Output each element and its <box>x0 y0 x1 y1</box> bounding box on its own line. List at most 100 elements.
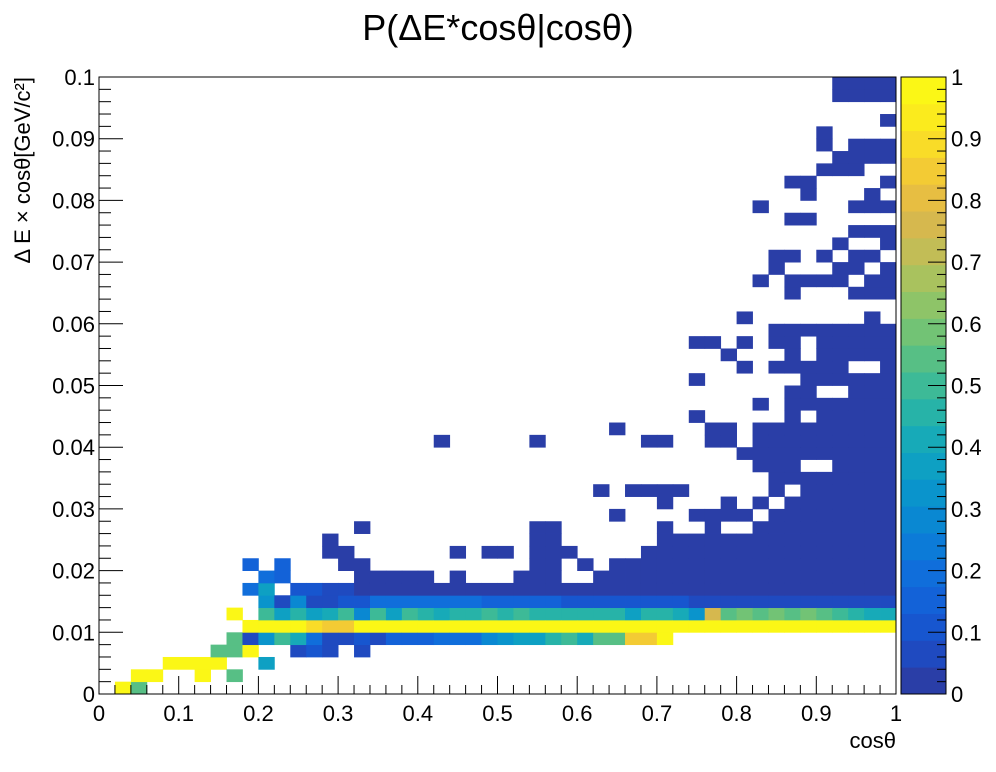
heatmap-cell <box>768 262 785 275</box>
heatmap-cell <box>880 77 897 90</box>
heatmap-cell <box>768 434 785 448</box>
heatmap-cell <box>449 619 467 633</box>
heatmap-cell <box>433 595 451 609</box>
heatmap-cell <box>768 582 785 596</box>
heatmap-cell <box>848 619 865 633</box>
heatmap-cell <box>880 138 897 152</box>
color-scale-segment <box>901 184 946 212</box>
heatmap-cell <box>672 570 690 584</box>
heatmap-cell <box>609 595 626 609</box>
color-scale-segment <box>901 318 946 346</box>
heatmap-cell <box>497 619 514 633</box>
color-scale-bar <box>900 76 947 695</box>
heatmap-cell <box>816 336 833 349</box>
y-tick-label: 0.03 <box>52 497 95 522</box>
heatmap-cell <box>529 558 546 571</box>
heatmap-cell <box>736 447 753 460</box>
heatmap-cell <box>306 595 323 609</box>
heatmap-cell <box>561 619 578 633</box>
heatmap-cell <box>210 656 227 670</box>
heatmap-cell <box>816 274 833 288</box>
heatmap-cell <box>354 619 371 633</box>
heatmap-cell <box>864 422 881 436</box>
heatmap-cell <box>880 262 897 275</box>
heatmap-cell <box>736 545 753 559</box>
heatmap-cell <box>656 533 674 547</box>
heatmap-cell <box>242 619 259 633</box>
heatmap-cell <box>513 582 530 596</box>
heatmap-cell <box>545 632 562 646</box>
heatmap-cell <box>322 545 339 559</box>
heatmap-cell <box>736 336 753 349</box>
y-tick-label: 0.02 <box>52 559 95 584</box>
heatmap-cell <box>433 582 451 596</box>
heatmap-cell <box>864 570 881 584</box>
heatmap-cell <box>433 619 451 633</box>
heatmap-cell <box>688 570 706 584</box>
heatmap-cell <box>465 632 482 646</box>
heatmap-cell <box>784 570 801 584</box>
heatmap-cell <box>832 397 849 411</box>
heatmap-cell <box>768 533 785 547</box>
heatmap-cell <box>784 385 801 399</box>
heatmap-cell <box>306 644 323 658</box>
heatmap-cell <box>609 632 626 646</box>
heatmap-cell <box>864 348 881 362</box>
heatmap-cell <box>354 595 371 609</box>
heatmap-cell <box>816 508 833 522</box>
heatmap-cell <box>529 607 546 621</box>
heatmap-cell <box>864 521 881 534</box>
heatmap-cell <box>864 151 881 164</box>
heatmap-cell <box>529 545 546 559</box>
heatmap-cell <box>880 558 897 571</box>
heatmap-cell <box>449 582 467 596</box>
heatmap-cell <box>338 619 355 633</box>
heatmap-cell <box>864 484 881 497</box>
heatmap-cell <box>784 558 801 571</box>
heatmap-cell <box>864 397 881 411</box>
heatmap-cell <box>800 619 817 633</box>
heatmap-cell <box>848 200 865 214</box>
heatmap-cell <box>704 619 722 633</box>
heatmap-cell <box>848 397 865 411</box>
color-scale-segment <box>901 157 946 185</box>
heatmap-cell <box>640 484 658 497</box>
heatmap-cell <box>577 595 594 609</box>
color-scale-segment <box>901 425 946 453</box>
heatmap-cell <box>880 286 897 300</box>
heatmap-cell <box>401 570 419 584</box>
heatmap-cell <box>848 138 865 152</box>
heatmap-cell <box>577 558 594 571</box>
heatmap-cell <box>290 632 307 646</box>
heatmap-cell <box>864 558 881 571</box>
heatmap-cell <box>656 484 674 497</box>
heatmap-cell <box>449 545 467 559</box>
heatmap-cell <box>800 471 817 485</box>
heatmap-cell <box>864 545 881 559</box>
heatmap-cell <box>640 607 658 621</box>
heatmap-cell <box>848 484 865 497</box>
heatmap-cell <box>752 545 769 559</box>
x-tick-label: 0 <box>93 701 105 726</box>
heatmap-cell <box>832 595 849 609</box>
heatmap-cell <box>354 521 371 534</box>
heatmap-cell <box>704 422 722 436</box>
heatmap-cell <box>369 570 387 584</box>
heatmap-cell <box>880 348 897 362</box>
heatmap-cell <box>354 607 371 621</box>
heatmap-cell <box>848 508 865 522</box>
heatmap-cell <box>226 607 243 621</box>
heatmap-cell <box>832 570 849 584</box>
heatmap-cell <box>704 336 722 349</box>
heatmap-cell <box>864 607 881 621</box>
heatmap-cell <box>880 200 897 214</box>
heatmap-cell <box>704 521 722 534</box>
heatmap-cell <box>864 274 881 288</box>
y-tick-label: 0 <box>83 682 95 707</box>
heatmap-cell <box>704 582 722 596</box>
z-tick-label: 0.2 <box>951 559 982 584</box>
heatmap-cell <box>816 471 833 485</box>
heatmap-cell <box>832 558 849 571</box>
heatmap-cell <box>832 484 849 497</box>
